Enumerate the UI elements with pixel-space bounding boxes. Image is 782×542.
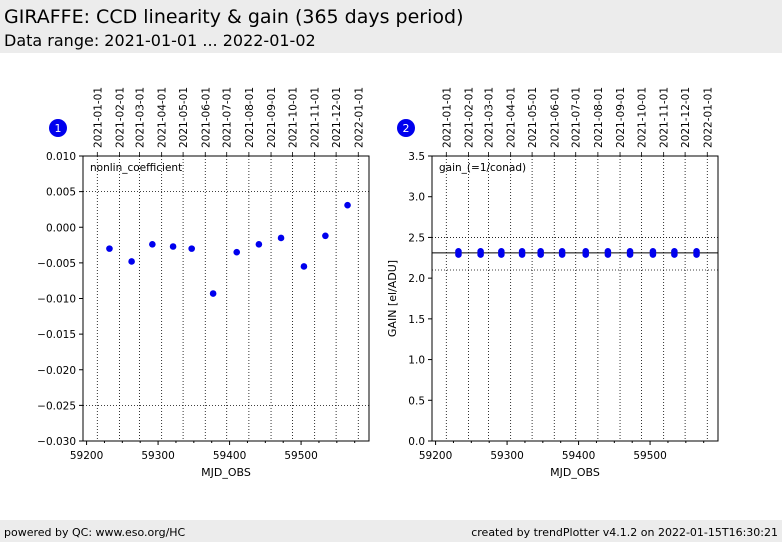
data-point xyxy=(582,251,590,258)
top-date-label: 2021-07-01 xyxy=(571,87,583,148)
top-date-label: 2021-04-01 xyxy=(157,87,169,148)
top-date-label: 2021-12-01 xyxy=(331,87,343,148)
data-point xyxy=(693,251,700,258)
data-point xyxy=(106,245,113,252)
data-point xyxy=(344,201,351,209)
footer-credit: powered by QC: www.eso.org/HC xyxy=(4,526,186,539)
data-point xyxy=(626,251,634,258)
top-date-label: 2021-07-01 xyxy=(222,87,234,148)
top-date-label: 2022-01-01 xyxy=(702,87,714,148)
panel-parameter-label: nonlin_coefficient xyxy=(90,162,182,174)
y-tick-label: −0.010 xyxy=(37,294,76,306)
y-tick-label: 0.000 xyxy=(46,222,76,234)
panel-number-label: 2 xyxy=(403,122,410,135)
page-title: GIRAFFE: CCD linearity & gain (365 days … xyxy=(4,6,464,28)
footer-generator: created by trendPlotter v4.1.2 on 2022-0… xyxy=(471,526,778,539)
top-date-label: 2021-06-01 xyxy=(549,87,561,148)
data-point xyxy=(671,251,678,258)
x-axis-label: MJD_OBS xyxy=(201,466,251,479)
y-tick-label: −0.015 xyxy=(37,329,76,341)
x-axis-label: MJD_OBS xyxy=(550,466,600,479)
data-point xyxy=(537,251,544,258)
y-tick-label: 1.0 xyxy=(408,355,425,367)
y-tick-label: 3.0 xyxy=(408,192,425,204)
data-point xyxy=(188,245,195,252)
y-tick-label: −0.030 xyxy=(37,436,76,448)
x-tick-label: 59500 xyxy=(633,450,666,462)
data-point xyxy=(477,251,484,258)
y-tick-label: 0.0 xyxy=(408,436,425,448)
y-tick-label: 2.0 xyxy=(408,273,425,285)
data-point xyxy=(149,241,156,248)
x-tick-label: 59200 xyxy=(419,450,452,462)
data-point xyxy=(455,251,462,258)
y-axis-label: GAIN [el/ADU] xyxy=(386,260,399,337)
top-date-label: 2021-11-01 xyxy=(659,87,671,148)
y-tick-label: 2.5 xyxy=(408,232,425,244)
x-tick-label: 59200 xyxy=(70,450,103,462)
data-point xyxy=(604,251,612,258)
top-date-label: 2021-02-01 xyxy=(463,87,475,148)
page-subtitle: Data range: 2021-01-01 ... 2022-01-02 xyxy=(4,31,316,50)
header-bar: GIRAFFE: CCD linearity & gain (365 days … xyxy=(0,0,782,53)
top-date-label: 2022-01-01 xyxy=(353,87,365,148)
top-date-label: 2021-12-01 xyxy=(680,87,692,148)
top-date-label: 2021-01-01 xyxy=(441,87,453,148)
data-point xyxy=(322,232,329,240)
data-point xyxy=(518,251,526,258)
y-tick-label: −0.005 xyxy=(37,258,76,270)
data-point xyxy=(128,258,135,265)
top-date-label: 2021-01-01 xyxy=(92,87,104,148)
top-date-label: 2021-08-01 xyxy=(244,87,256,148)
plot-frame xyxy=(82,155,370,442)
chart-panel-1: 2021-01-01 2021-02-01 2021-03-01 2021-04-01… xyxy=(37,87,370,479)
top-date-label: 2021-11-01 xyxy=(310,87,322,148)
top-date-label: 2021-03-01 xyxy=(483,87,495,148)
panel-number-label: 1 xyxy=(55,122,62,135)
top-date-label: 2021-06-01 xyxy=(200,87,212,148)
y-tick-label: 1.5 xyxy=(408,314,425,326)
x-tick-label: 59500 xyxy=(284,450,317,462)
top-date-label: 2021-10-01 xyxy=(636,87,648,148)
plot-frame xyxy=(431,155,719,442)
data-point xyxy=(169,243,177,250)
panel-number-badge xyxy=(397,119,415,137)
top-date-label: 2021-04-01 xyxy=(506,87,518,148)
data-point xyxy=(558,251,566,258)
top-date-label: 2021-09-01 xyxy=(266,87,278,148)
top-date-label: 2021-09-01 xyxy=(615,87,627,148)
y-tick-label: 0.005 xyxy=(46,187,76,199)
data-point xyxy=(233,248,241,256)
y-tick-label: 0.010 xyxy=(46,151,76,163)
y-tick-label: −0.025 xyxy=(37,400,76,412)
y-tick-label: 0.5 xyxy=(408,395,425,407)
y-tick-label: 3.5 xyxy=(408,151,425,163)
top-date-label: 2021-03-01 xyxy=(134,87,146,148)
top-date-label: 2021-10-01 xyxy=(287,87,299,148)
data-point xyxy=(300,263,308,270)
panel-parameter-label: gain_(=1/conad) xyxy=(439,162,526,174)
top-date-label: 2021-05-01 xyxy=(527,87,539,148)
top-date-label: 2021-08-01 xyxy=(593,87,605,148)
data-point xyxy=(277,234,285,242)
x-tick-label: 59400 xyxy=(562,450,595,462)
data-point xyxy=(498,251,505,258)
footer-bar: powered by QC: www.eso.org/HC created by… xyxy=(0,520,782,542)
x-tick-label: 59300 xyxy=(141,450,174,462)
top-date-label: 2021-02-01 xyxy=(114,87,126,148)
x-tick-label: 59400 xyxy=(213,450,246,462)
data-point xyxy=(649,251,657,258)
data-point xyxy=(209,290,217,297)
chart-panel-2: 2021-01-01 2021-02-01 2021-03-01 2021-04-01… xyxy=(386,87,719,479)
y-tick-label: −0.020 xyxy=(37,365,76,377)
data-point xyxy=(255,241,263,248)
top-date-label: 2021-05-01 xyxy=(178,87,190,148)
panel-number-badge xyxy=(49,119,67,137)
x-tick-label: 59300 xyxy=(490,450,523,462)
